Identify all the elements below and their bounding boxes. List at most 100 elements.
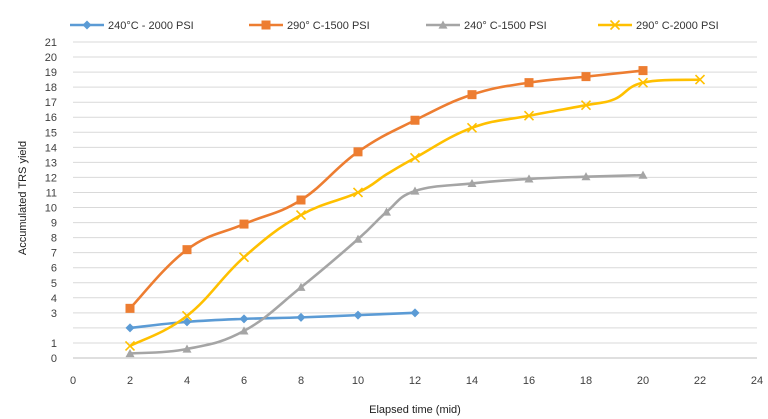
data-point [580, 100, 592, 111]
data-point [353, 310, 363, 320]
series-1 [125, 308, 420, 333]
y-tick-label: 21 [45, 37, 57, 49]
y-tick-label: 0 [51, 353, 57, 365]
y-tick-label: 17 [45, 97, 57, 109]
legend-item: 240° C-1500 PSI [426, 20, 547, 32]
legend-marker [438, 20, 448, 29]
series-2 [125, 66, 648, 313]
data-point [694, 74, 706, 85]
y-tick-label: 14 [45, 142, 57, 154]
series-lines [124, 66, 706, 358]
legend-marker [609, 19, 621, 31]
y-tick-label: 3 [51, 308, 57, 320]
data-point [182, 344, 192, 353]
data-point [352, 187, 364, 198]
legend-label: 290° C-1500 PSI [287, 20, 370, 32]
y-tick-label: 13 [45, 157, 57, 169]
x-tick-label: 24 [751, 375, 763, 387]
data-point [125, 323, 135, 333]
y-tick-label: 19 [45, 67, 57, 79]
data-point [295, 209, 307, 221]
data-point [239, 314, 249, 324]
data-point [296, 312, 306, 322]
legend-label: 240° C-1500 PSI [464, 20, 547, 32]
y-tick-label: 4 [51, 293, 57, 305]
y-tick-label: 1 [51, 338, 57, 350]
y-tick-label: 16 [45, 112, 57, 124]
series-line [129, 69, 644, 310]
x-tick-label: 6 [241, 375, 247, 387]
data-point [467, 90, 477, 100]
data-point [638, 170, 648, 179]
y-tick-label: 8 [51, 233, 57, 245]
y-tick-label: 6 [51, 263, 57, 275]
data-point [466, 122, 478, 133]
data-point [181, 310, 193, 321]
y-tick-label: 10 [45, 203, 57, 215]
y-tick-label: 15 [45, 127, 57, 139]
y-axis-label: Accumulated TRS yield [17, 141, 29, 255]
x-tick-label: 20 [637, 375, 649, 387]
data-point [124, 340, 136, 352]
x-tick-label: 10 [352, 375, 364, 387]
series-line [129, 173, 644, 355]
data-point [523, 110, 535, 121]
data-point [410, 115, 420, 125]
y-tick-label: 5 [51, 278, 57, 290]
data-point [353, 234, 363, 243]
data-point [125, 348, 135, 358]
data-point [409, 152, 421, 163]
y-tick-label: 9 [51, 218, 57, 230]
data-point [239, 219, 249, 229]
x-tick-label: 18 [580, 375, 592, 387]
y-tick-label: 11 [46, 187, 57, 199]
legend-item: 290° C-1500 PSI [249, 20, 370, 32]
data-point [638, 66, 648, 76]
series-line [129, 311, 416, 330]
legend-label: 290° C-2000 PSI [636, 20, 719, 32]
legend-item: 240°C - 2000 PSI [70, 20, 194, 32]
data-point [410, 186, 420, 195]
x-tick-label: 2 [127, 375, 133, 387]
legend-item: 290° C-2000 PSI [598, 19, 719, 32]
y-tick-label: 20 [45, 52, 57, 64]
data-point [239, 326, 249, 335]
legend-marker [261, 20, 271, 30]
data-point [296, 195, 306, 205]
grid [73, 41, 757, 344]
x-tick-label: 4 [184, 375, 190, 387]
legend: 240°C - 2000 PSI 290° C-1500 PSI 240° C-15… [70, 19, 719, 32]
x-tick-label: 14 [466, 375, 478, 387]
x-tick-labels: 0 2 4 6 8 10 12 14 16 18 20 22 24 [70, 375, 763, 387]
data-point [182, 245, 192, 255]
x-tick-label: 0 [70, 375, 76, 387]
x-tick-label: 12 [409, 375, 421, 387]
x-tick-label: 8 [298, 375, 304, 387]
data-point [182, 317, 192, 327]
data-point [382, 207, 391, 216]
data-point [238, 252, 250, 263]
data-point [410, 308, 420, 318]
series-3 [125, 170, 648, 358]
x-tick-label: 16 [523, 375, 535, 387]
data-point [581, 72, 591, 82]
x-tick-label: 22 [694, 375, 706, 387]
x-axis-label: Elapsed time (mid) [369, 404, 461, 416]
data-point [581, 172, 591, 181]
data-point [637, 77, 649, 88]
data-point [467, 178, 477, 188]
series-4 [124, 74, 706, 352]
y-tick-label: 7 [51, 248, 57, 260]
y-tick-label: 18 [45, 82, 57, 94]
series-line [129, 78, 701, 348]
legend-label: 240°C - 2000 PSI [108, 20, 194, 32]
data-point [524, 78, 534, 88]
y-tick-label: 12 [45, 172, 57, 184]
data-point [353, 147, 363, 157]
data-point [296, 282, 306, 291]
legend-marker [82, 20, 92, 30]
data-point [524, 174, 534, 183]
